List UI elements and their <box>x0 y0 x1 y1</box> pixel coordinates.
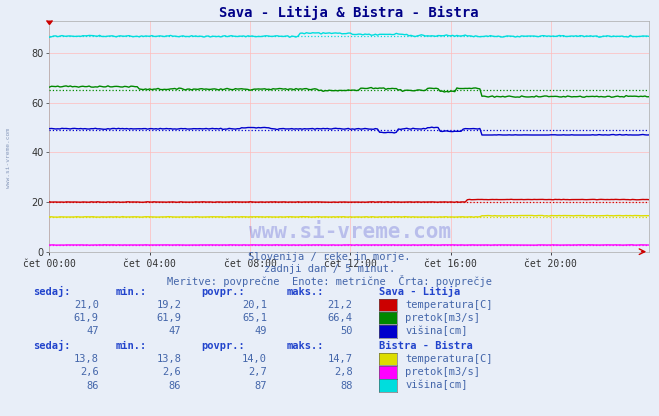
Text: 14,7: 14,7 <box>328 354 353 364</box>
Text: 19,2: 19,2 <box>156 300 181 310</box>
Text: 13,8: 13,8 <box>156 354 181 364</box>
Text: 50: 50 <box>340 327 353 337</box>
Text: 2,6: 2,6 <box>80 367 99 377</box>
Text: 2,7: 2,7 <box>248 367 267 377</box>
Text: višina[cm]: višina[cm] <box>405 380 468 391</box>
Text: min.:: min.: <box>115 287 146 297</box>
Text: 47: 47 <box>86 327 99 337</box>
Text: 66,4: 66,4 <box>328 313 353 323</box>
Text: 2,6: 2,6 <box>163 367 181 377</box>
Text: višina[cm]: višina[cm] <box>405 326 468 337</box>
Text: pretok[m3/s]: pretok[m3/s] <box>405 313 480 323</box>
Text: www.si-vreme.com: www.si-vreme.com <box>6 128 11 188</box>
Text: Bistra - Bistra: Bistra - Bistra <box>379 342 473 352</box>
Text: sedaj:: sedaj: <box>33 340 71 352</box>
Text: temperatura[C]: temperatura[C] <box>405 300 493 310</box>
Text: 20,1: 20,1 <box>242 300 267 310</box>
Text: 21,2: 21,2 <box>328 300 353 310</box>
Text: 13,8: 13,8 <box>74 354 99 364</box>
Text: Sava - Litija: Sava - Litija <box>379 286 460 297</box>
Text: maks.:: maks.: <box>287 287 324 297</box>
Text: 61,9: 61,9 <box>156 313 181 323</box>
Text: Slovenija / reke in morje.: Slovenija / reke in morje. <box>248 252 411 262</box>
Text: temperatura[C]: temperatura[C] <box>405 354 493 364</box>
Text: 86: 86 <box>86 381 99 391</box>
Text: maks.:: maks.: <box>287 342 324 352</box>
Text: pretok[m3/s]: pretok[m3/s] <box>405 367 480 377</box>
Text: www.si-vreme.com: www.si-vreme.com <box>249 222 451 242</box>
Text: 65,1: 65,1 <box>242 313 267 323</box>
Text: povpr.:: povpr.: <box>201 342 244 352</box>
Text: povpr.:: povpr.: <box>201 287 244 297</box>
Title: Sava - Litija & Bistra - Bistra: Sava - Litija & Bistra - Bistra <box>219 5 479 20</box>
Text: 47: 47 <box>169 327 181 337</box>
Text: 86: 86 <box>169 381 181 391</box>
Text: min.:: min.: <box>115 342 146 352</box>
Text: zadnji dan / 5 minut.: zadnji dan / 5 minut. <box>264 265 395 275</box>
Text: Meritve: povprečne  Enote: metrične  Črta: povprečje: Meritve: povprečne Enote: metrične Črta:… <box>167 275 492 287</box>
Text: sedaj:: sedaj: <box>33 286 71 297</box>
Text: 61,9: 61,9 <box>74 313 99 323</box>
Text: 21,0: 21,0 <box>74 300 99 310</box>
Text: 88: 88 <box>340 381 353 391</box>
Text: 2,8: 2,8 <box>334 367 353 377</box>
Text: 87: 87 <box>254 381 267 391</box>
Text: 49: 49 <box>254 327 267 337</box>
Text: 14,0: 14,0 <box>242 354 267 364</box>
